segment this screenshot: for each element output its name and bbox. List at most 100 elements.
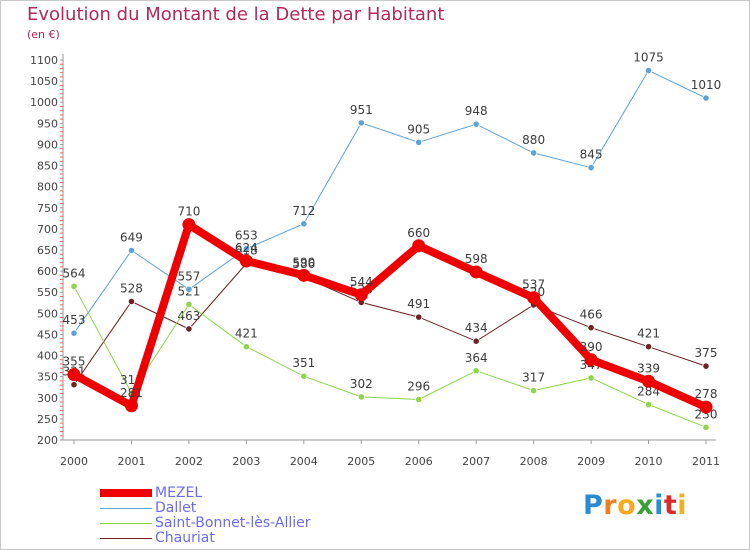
data-label-mezel: 660 (407, 226, 430, 240)
legend-label: MEZEL (155, 485, 203, 501)
data-label-mezel: 710 (177, 205, 200, 219)
series-line-saint-bonnet-l-s-allier (73, 285, 707, 428)
legend-item-chauriat: Chauriat (100, 530, 215, 546)
data-point-saint-bonnet-l-s-allier (415, 395, 423, 404)
data-label-saint-bonnet-l-s-allier: 317 (522, 371, 545, 385)
data-point-chauriat (185, 325, 193, 333)
data-label-saint-bonnet-l-s-allier: 364 (465, 351, 488, 365)
data-label-dallet: 948 (465, 104, 488, 118)
x-tick-label: 2008 (520, 455, 548, 468)
y-tick-label: 850 (37, 160, 58, 173)
data-label-dallet: 453 (63, 313, 86, 327)
x-tick-label: 2000 (60, 455, 88, 468)
x-tick-label: 2002 (175, 455, 203, 468)
data-label-saint-bonnet-l-s-allier: 302 (350, 377, 373, 391)
y-tick-label: 200 (37, 434, 58, 447)
data-label-chauriat: 528 (120, 282, 143, 296)
data-point-dallet (702, 94, 710, 102)
data-label-mezel: 355 (63, 355, 86, 369)
data-point-mezel (354, 288, 368, 302)
data-label-saint-bonnet-l-s-allier: 230 (695, 407, 718, 421)
y-tick-label: 300 (37, 392, 58, 405)
y-tick-label: 650 (37, 244, 58, 257)
y-tick-label: 800 (37, 181, 58, 194)
data-label-mezel: 544 (350, 275, 373, 289)
legend-item-dallet: Dallet (100, 500, 196, 516)
y-tick-label: 400 (37, 350, 58, 363)
data-label-chauriat: 375 (695, 346, 718, 360)
y-tick-label: 1000 (30, 96, 58, 109)
data-point-chauriat (587, 324, 595, 332)
y-tick-label: 250 (37, 413, 58, 426)
data-label-mezel: 281 (120, 386, 143, 400)
data-point-saint-bonnet-l-s-allier (242, 343, 250, 351)
data-point-saint-bonnet-l-s-allier (185, 300, 193, 309)
data-point-dallet (300, 220, 308, 228)
y-tick-label: 500 (37, 307, 58, 320)
data-point-dallet (242, 245, 250, 253)
data-label-mezel: 537 (522, 278, 545, 292)
data-label-dallet: 1010 (691, 78, 722, 92)
series-line-dallet (73, 70, 707, 334)
data-label-dallet: 649 (120, 230, 143, 244)
y-tick-label: 900 (37, 138, 58, 151)
data-label-mezel: 278 (695, 387, 718, 401)
legend-swatch (100, 537, 152, 539)
data-point-chauriat (472, 337, 480, 345)
x-tick-label: 2010 (635, 455, 663, 468)
data-label-mezel: 390 (580, 340, 603, 354)
data-point-dallet (472, 120, 480, 128)
y-tick-label: 750 (37, 202, 58, 215)
data-label-dallet: 712 (292, 204, 315, 218)
x-tick-label: 2011 (692, 455, 720, 468)
data-point-mezel (584, 353, 598, 367)
data-point-dallet (70, 329, 78, 337)
data-point-saint-bonnet-l-s-allier (587, 374, 595, 382)
data-label-dallet: 880 (522, 133, 545, 147)
data-label-mezel: 624 (235, 241, 258, 255)
data-label-chauriat: 586 (292, 257, 315, 271)
data-point-dallet (530, 149, 538, 157)
data-label-mezel: 598 (465, 252, 488, 266)
data-point-dallet (415, 138, 423, 146)
x-tick-label: 2005 (347, 455, 375, 468)
data-label-dallet: 653 (235, 229, 258, 243)
y-tick-label: 1100 (30, 54, 58, 67)
data-point-chauriat (702, 362, 710, 370)
x-tick-label: 2001 (117, 455, 145, 468)
proxiti-logo: Proxiti (583, 490, 688, 521)
data-point-dallet (357, 119, 365, 127)
data-point-mezel (239, 254, 253, 268)
y-tick-label: 550 (37, 286, 58, 299)
data-point-chauriat (644, 343, 653, 351)
data-point-saint-bonnet-l-s-allier (702, 423, 710, 431)
series-line-chauriat (73, 263, 707, 386)
data-point-chauriat (127, 297, 136, 306)
data-point-mezel (642, 374, 656, 388)
data-label-dallet: 845 (580, 148, 603, 162)
data-point-saint-bonnet-l-s-allier (530, 386, 538, 395)
data-point-mezel (182, 218, 196, 232)
y-tick-label: 450 (37, 328, 58, 341)
data-label-saint-bonnet-l-s-allier: 296 (407, 379, 430, 393)
series-line-mezel (70, 220, 710, 412)
data-point-mezel (469, 265, 483, 279)
data-point-saint-bonnet-l-s-allier (644, 400, 653, 409)
data-label-saint-bonnet-l-s-allier: 351 (292, 356, 315, 370)
y-tick-label: 350 (37, 371, 58, 384)
legend-label: Chauriat (155, 530, 215, 546)
data-label-chauriat: 466 (580, 308, 603, 322)
data-point-mezel (67, 368, 81, 382)
data-point-saint-bonnet-l-s-allier (472, 367, 480, 375)
data-label-chauriat: 434 (465, 321, 488, 335)
data-label-chauriat: 421 (637, 327, 660, 341)
legend-item-saint-bonnet-l-s-allier: Saint-Bonnet-lès-Allier (100, 515, 311, 531)
x-tick-label: 2009 (577, 455, 605, 468)
data-label-dallet: 1075 (633, 51, 664, 65)
data-point-mezel (124, 399, 138, 413)
data-point-saint-bonnet-l-s-allier (357, 393, 365, 401)
data-label-mezel: 590 (292, 255, 315, 269)
unit-label: (en €) (27, 28, 60, 41)
